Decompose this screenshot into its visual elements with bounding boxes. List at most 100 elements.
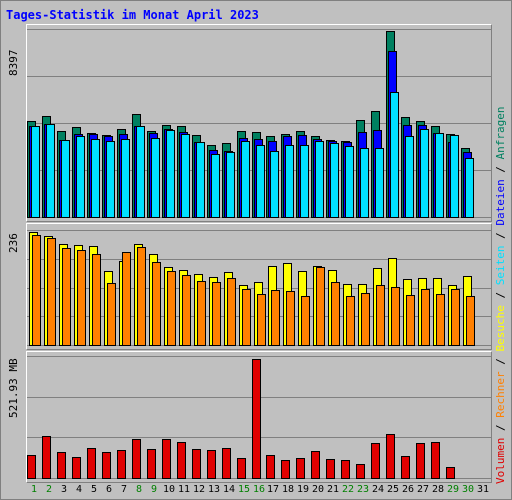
- bar-volumen-day-20: [311, 451, 320, 479]
- bar-volumen-day-28: [431, 442, 440, 479]
- y-max-label-requests: 8397: [7, 49, 20, 77]
- x-tick-label-day-17: 17: [266, 484, 280, 495]
- bar-volumen-day-17: [266, 455, 275, 479]
- x-tick-label-day-16: 16: [252, 484, 266, 495]
- bar-volumen-day-12: [192, 449, 201, 479]
- bar-seiten-day-24: [375, 148, 384, 218]
- bar-seiten-day-23: [360, 148, 369, 218]
- bar-volumen-day-18: [281, 460, 290, 479]
- bar-seiten-day-27: [420, 129, 429, 218]
- bar-seiten-day-18: [285, 145, 294, 218]
- bar-rechner-day-7: [122, 252, 131, 346]
- bar-seiten-day-19: [300, 145, 309, 218]
- bar-rechner-day-22: [346, 296, 355, 346]
- x-tick-label-day-9: 9: [150, 484, 158, 495]
- bar-rechner-day-14: [227, 278, 236, 346]
- bar-volumen-day-2: [42, 436, 51, 479]
- bar-rechner-day-12: [197, 281, 206, 346]
- legend-item-rechner: Rechner: [494, 371, 507, 418]
- visits-chart: [27, 230, 491, 346]
- bar-seiten-day-5: [91, 139, 100, 218]
- bar-rechner-day-20: [316, 267, 325, 346]
- bar-seiten-day-29: [450, 135, 459, 218]
- bar-volumen-day-10: [162, 439, 171, 479]
- bar-seiten-day-28: [435, 133, 444, 218]
- legend-separator: /: [494, 285, 507, 306]
- x-tick-label-day-20: 20: [311, 484, 325, 495]
- x-axis: 1 2 3 4 5 6 7 8 9 10 11 12 13 14 15 16 17 18 19 20 21 22 23 24 2…: [26, 484, 490, 498]
- bar-rechner-day-28: [436, 294, 445, 346]
- bar-seiten-day-26: [405, 136, 414, 218]
- bar-seiten-day-12: [196, 142, 205, 218]
- bar-seiten-day-6: [106, 141, 115, 218]
- bar-volumen-day-13: [207, 450, 216, 479]
- bar-volumen-day-1: [27, 455, 36, 479]
- bar-volumen-day-16: [252, 359, 261, 479]
- x-tick-label-day-4: 4: [75, 484, 83, 495]
- x-tick-label-day-7: 7: [120, 484, 128, 495]
- bar-volumen-day-3: [57, 452, 66, 479]
- legend-separator: /: [494, 351, 507, 372]
- bar-rechner-day-9: [152, 262, 161, 346]
- bar-rechner-day-6: [107, 283, 116, 346]
- x-tick-label-day-1: 1: [30, 484, 38, 495]
- bar-volumen-day-9: [147, 449, 156, 479]
- x-tick-label-day-24: 24: [371, 484, 385, 495]
- bar-seiten-day-9: [151, 138, 160, 218]
- x-tick-label-day-12: 12: [192, 484, 206, 495]
- x-tick-label-day-21: 21: [326, 484, 340, 495]
- bar-rechner-day-3: [62, 248, 71, 346]
- bar-rechner-day-15: [242, 289, 251, 346]
- visits-panel: [26, 223, 492, 350]
- bar-seiten-day-25: [390, 92, 399, 218]
- bar-volumen-day-5: [87, 448, 96, 479]
- x-tick-label-day-5: 5: [90, 484, 98, 495]
- bar-volumen-day-21: [326, 459, 335, 479]
- bar-rechner-day-25: [391, 287, 400, 346]
- bar-rechner-day-27: [421, 289, 430, 346]
- x-tick-label-day-22: 22: [341, 484, 355, 495]
- y-max-label-volume: 521.93 MB: [7, 358, 20, 418]
- bar-volumen-day-27: [416, 443, 425, 479]
- chart-title: Tages-Statistik im Monat April 2023: [6, 8, 259, 22]
- legend-separator: /: [494, 159, 507, 180]
- y-max-label-visits: 236: [7, 233, 20, 253]
- legend-separator: /: [494, 417, 507, 438]
- bar-volumen-day-26: [401, 456, 410, 479]
- x-tick-label-day-19: 19: [296, 484, 310, 495]
- bar-volumen-day-25: [386, 434, 395, 479]
- bar-seiten-day-20: [315, 141, 324, 218]
- bar-seiten-day-7: [121, 139, 130, 218]
- bar-volumen-day-15: [237, 458, 246, 479]
- x-tick-label-day-3: 3: [60, 484, 68, 495]
- x-tick-label-day-18: 18: [281, 484, 295, 495]
- bar-seiten-day-17: [270, 151, 279, 218]
- x-tick-label-day-28: 28: [431, 484, 445, 495]
- x-tick-label-day-23: 23: [356, 484, 370, 495]
- legend-separator: /: [494, 225, 507, 246]
- requests-panel: [26, 24, 492, 222]
- bar-seiten-day-11: [181, 134, 190, 218]
- legend: Volumen / Rechner / Besuche / Seiten / D…: [494, 106, 508, 484]
- x-tick-label-day-25: 25: [386, 484, 400, 495]
- bar-rechner-day-23: [361, 293, 370, 346]
- x-tick-label-day-14: 14: [222, 484, 236, 495]
- bar-volumen-day-7: [117, 450, 126, 479]
- bar-seiten-day-2: [46, 124, 55, 218]
- x-tick-label-day-13: 13: [207, 484, 221, 495]
- bar-rechner-day-19: [301, 296, 310, 346]
- x-tick-label-day-11: 11: [177, 484, 191, 495]
- bar-rechner-day-1: [32, 235, 41, 346]
- x-tick-label-day-10: 10: [162, 484, 176, 495]
- x-tick-label-day-15: 15: [237, 484, 251, 495]
- bar-seiten-day-14: [226, 152, 235, 218]
- x-tick-label-day-6: 6: [105, 484, 113, 495]
- x-tick-label-day-26: 26: [401, 484, 415, 495]
- x-tick-label-day-30: 30: [461, 484, 475, 495]
- bar-rechner-day-18: [286, 291, 295, 346]
- bar-rechner-day-4: [77, 250, 86, 346]
- volume-panel: [26, 351, 492, 483]
- bar-volumen-day-29: [446, 467, 455, 479]
- x-tick-label-day-31: 31: [476, 484, 490, 495]
